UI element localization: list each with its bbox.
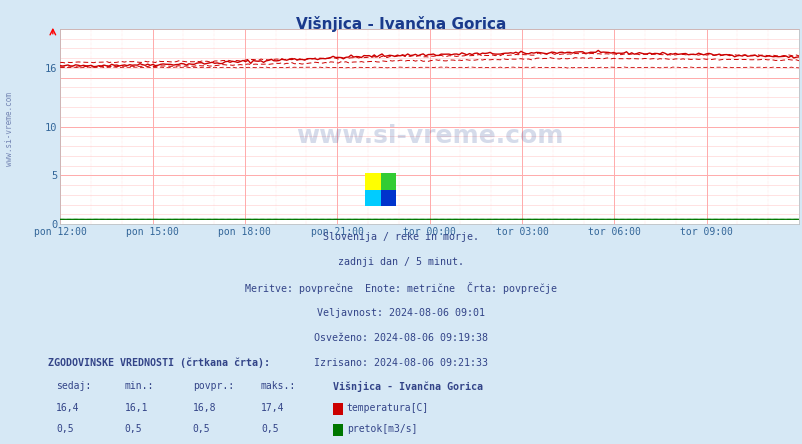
Text: Veljavnost: 2024-08-06 09:01: Veljavnost: 2024-08-06 09:01 xyxy=(317,308,485,318)
Text: Izrisano: 2024-08-06 09:21:33: Izrisano: 2024-08-06 09:21:33 xyxy=(314,358,488,369)
Text: pretok[m3/s]: pretok[m3/s] xyxy=(346,424,417,434)
Text: min.:: min.: xyxy=(124,381,154,391)
Text: Višnjica - Ivančna Gorica: Višnjica - Ivančna Gorica xyxy=(296,16,506,32)
Text: 16,1: 16,1 xyxy=(124,403,148,413)
Text: 0,5: 0,5 xyxy=(124,424,142,434)
Text: www.si-vreme.com: www.si-vreme.com xyxy=(5,92,14,166)
Text: www.si-vreme.com: www.si-vreme.com xyxy=(295,124,563,148)
Text: Osveženo: 2024-08-06 09:19:38: Osveženo: 2024-08-06 09:19:38 xyxy=(314,333,488,343)
Text: povpr.:: povpr.: xyxy=(192,381,233,391)
Text: 16,8: 16,8 xyxy=(192,403,216,413)
Text: sedaj:: sedaj: xyxy=(56,381,91,391)
Text: temperatura[C]: temperatura[C] xyxy=(346,403,428,413)
Text: 17,4: 17,4 xyxy=(261,403,284,413)
Text: 0,5: 0,5 xyxy=(192,424,210,434)
Text: Meritve: povprečne  Enote: metrične  Črta: povprečje: Meritve: povprečne Enote: metrične Črta:… xyxy=(245,282,557,294)
Text: Slovenija / reke in morje.: Slovenija / reke in morje. xyxy=(323,232,479,242)
Text: maks.:: maks.: xyxy=(261,381,296,391)
Text: 0,5: 0,5 xyxy=(56,424,74,434)
Text: 16,4: 16,4 xyxy=(56,403,79,413)
Text: zadnji dan / 5 minut.: zadnji dan / 5 minut. xyxy=(338,257,464,267)
Text: 0,5: 0,5 xyxy=(261,424,278,434)
Text: ZGODOVINSKE VREDNOSTI (črtkana črta):: ZGODOVINSKE VREDNOSTI (črtkana črta): xyxy=(48,357,269,368)
Text: Višnjica - Ivančna Gorica: Višnjica - Ivančna Gorica xyxy=(333,381,483,392)
